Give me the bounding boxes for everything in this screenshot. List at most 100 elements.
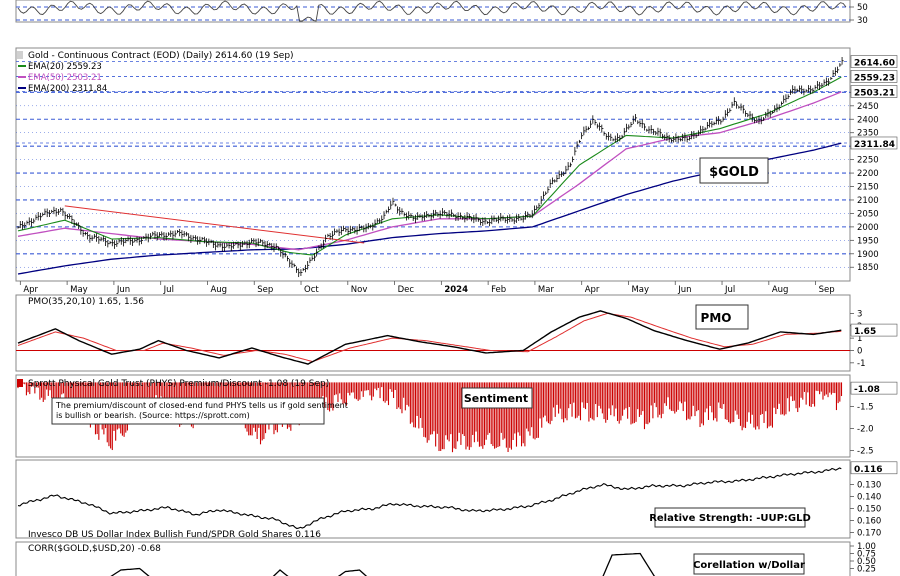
rs-title: Invesco DB US Dollar Index Bullish Fund/… — [28, 530, 321, 540]
rs-line — [17, 467, 842, 530]
correlation-title: CORR($GOLD,$USD,20) -0.68 — [28, 544, 161, 554]
correlation-label: Corellation w/Dollar — [693, 560, 805, 571]
panel-frames — [15, 0, 851, 576]
rsi-tick-30: 30 — [857, 16, 868, 26]
sentiment-panel — [17, 382, 843, 453]
price-tag-price-text: 2614.60 — [854, 59, 895, 69]
pmo-line — [17, 310, 842, 365]
pmo-label: PMO — [701, 311, 732, 325]
price-tick-2200: 2200 — [857, 169, 879, 179]
correlation-panel-frame — [15, 541, 851, 576]
month-label-5: Sep — [257, 285, 273, 295]
rsi-line — [17, 0, 847, 22]
rs-tick-0.130: 0.130 — [857, 481, 881, 491]
month-label-10: Feb — [491, 285, 506, 295]
corr-tick-0.75: 0.75 — [857, 550, 876, 560]
month-label-15: Jul — [724, 285, 735, 295]
month-label-0: Apr — [23, 285, 38, 295]
pmo-panel-frame — [15, 294, 851, 372]
declining-trendline — [64, 205, 365, 244]
pmo-value-tag: 1.65 — [850, 323, 898, 337]
sentiment-value-tag-bg — [850, 381, 898, 395]
price-tag-price: 2614.60 — [850, 55, 898, 69]
sentiment-tick--2.5: -2.5 — [857, 447, 874, 457]
relative-strength-panel-frame — [15, 459, 851, 539]
price-tag-ema50-text: 2503.21 — [854, 88, 895, 98]
price-tag-ema200-text: 2311.84 — [854, 140, 895, 150]
rs-annotation-box: Relative Strength: -UUP:GLD — [649, 507, 811, 528]
sentiment-bars — [17, 382, 843, 453]
sentiment-tick--2.0: -2.0 — [857, 425, 874, 435]
pmo-signal-line — [17, 312, 842, 363]
sentiment-note-frame — [51, 397, 325, 425]
price-tag-ema50-bg — [850, 85, 898, 98]
rs-label-box — [654, 507, 806, 528]
rsi-panel-frame — [15, 0, 851, 23]
price-tag-ema20: 2559.23 — [850, 70, 898, 83]
month-label-9: 2024 — [444, 285, 468, 295]
price-tag-price-bg — [850, 55, 898, 68]
month-label-16: Aug — [772, 285, 789, 295]
price-title: Gold - Continuous Contract (EOD) (Daily)… — [28, 51, 294, 61]
price-tick-1850: 1850 — [857, 263, 879, 273]
month-label-7: Nov — [351, 285, 368, 295]
rs-tick-0.150: 0.150 — [857, 505, 881, 515]
x-axis-months: Apr May Jun Jul Aug Sep Oct Nov Dec 2024 Feb Mar Apr… — [19, 281, 835, 295]
sentiment-panel-frame — [15, 374, 851, 458]
pmo-value-tag-bg — [850, 323, 898, 337]
correlation-annotation-box: Corellation w/Dollar — [693, 553, 805, 575]
corr-tick-0.50: 0.50 — [857, 557, 876, 567]
sentiment-note: The premium/discount of closed-end fund … — [55, 401, 350, 420]
month-label-14: Jun — [677, 285, 691, 295]
price-tick-2000: 2000 — [857, 223, 879, 233]
sentiment-bars-icon — [17, 379, 23, 387]
sentiment-title: Sprott Physical Gold Trust (PHYS) Premiu… — [28, 379, 329, 389]
price-tag-ema20-text: 2559.23 — [854, 73, 895, 83]
rs-label: Relative Strength: -UUP:GLD — [649, 513, 811, 524]
legend-ema20: EMA(20) 2559.23 — [28, 62, 102, 72]
rs-tick-0.170: 0.170 — [857, 529, 881, 539]
month-label-1: May — [70, 285, 88, 295]
sentiment-label: Sentiment — [464, 392, 528, 405]
month-label-12: Apr — [585, 285, 600, 295]
rs-value-tag-bg — [850, 461, 898, 475]
month-label-6: Oct — [304, 285, 319, 295]
corr-tick-1.00: 1.00 — [857, 542, 876, 552]
pmo-label-box — [695, 304, 749, 330]
sentiment-value-tag: -1.08 — [850, 381, 898, 395]
rsi-tick-50: 50 — [857, 3, 868, 13]
rs-value-tag: 0.116 — [850, 461, 898, 475]
price-panel-frame — [15, 47, 851, 282]
price-tick-2150: 2150 — [857, 183, 879, 193]
month-label-2: Jun — [116, 285, 130, 295]
rs-tick-0.140: 0.140 — [857, 493, 881, 503]
legend-ema200: EMA(200) 2311.84 — [28, 84, 107, 94]
rs-value-tag-text: 0.116 — [854, 465, 882, 475]
price-tick-2450: 2450 — [857, 102, 879, 112]
pmo-tick-1: 1 — [857, 334, 862, 344]
pmo-panel — [16, 310, 850, 365]
month-label-3: Jul — [163, 285, 174, 295]
sentiment-note-line-1: The premium/discount of closed-end fund … — [55, 401, 348, 410]
price-tick-2100: 2100 — [857, 196, 879, 206]
price-tag-ema20-bg — [850, 70, 898, 83]
price-tick-2350: 2350 — [857, 129, 879, 139]
pmo-tick-0: 0 — [857, 346, 862, 356]
price-legend: Gold - Continuous Contract (EOD) (Daily)… — [17, 51, 294, 94]
sentiment-label-box — [461, 387, 533, 409]
month-label-4: Aug — [210, 285, 227, 295]
legend-ema50: EMA(50) 2503.21 — [28, 73, 102, 83]
pmo-tick--1: -1 — [857, 359, 865, 369]
price-tag-ema50: 2503.21 — [850, 85, 898, 98]
month-label-17: Sep — [819, 285, 835, 295]
price-bars — [17, 56, 844, 278]
price-annotation-box: $GOLD — [699, 157, 769, 184]
price-tick-2050: 2050 — [857, 209, 879, 219]
pmo-value-tag-text: 1.65 — [854, 327, 876, 337]
sentiment-annotation-box: Sentiment — [461, 387, 533, 409]
price-tag-ema200: 2311.84 — [850, 136, 898, 150]
price-tick-1900: 1900 — [857, 250, 879, 260]
pmo-annotation-box: PMO — [695, 304, 749, 330]
sentiment-tick--1.5: -1.5 — [857, 403, 874, 413]
